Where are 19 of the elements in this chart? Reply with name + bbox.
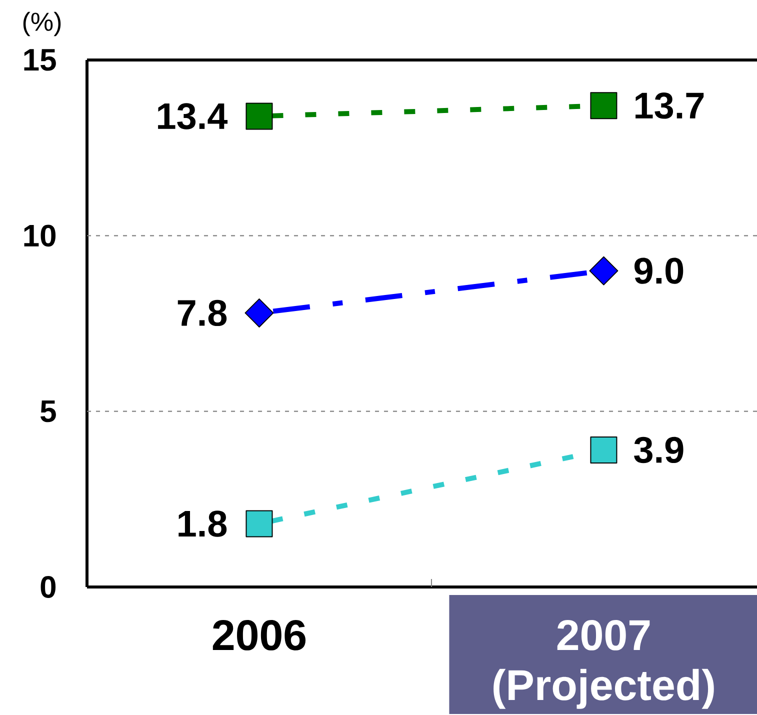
point <box>590 436 618 464</box>
data-label: 13.7 <box>636 92 704 119</box>
point <box>590 92 618 120</box>
y-tick-label: 15 <box>24 49 56 71</box>
point <box>246 102 273 130</box>
x-tick-label: 2006 <box>212 620 306 650</box>
data-label: 9.0 <box>634 258 684 284</box>
y-tick-label: 5 <box>40 400 56 422</box>
y-tick-label: 10 <box>24 224 56 247</box>
point <box>246 510 273 538</box>
point <box>589 256 618 286</box>
data-label: 13.4 <box>158 103 228 130</box>
data-label: 3.9 <box>634 436 684 464</box>
data-label: 7.8 <box>178 300 227 326</box>
y-tick-label: 0 <box>40 576 56 598</box>
y-axis-title: (%) <box>23 12 61 36</box>
point <box>244 298 274 328</box>
x-tick-label: 2007 (Projected) <box>494 620 714 709</box>
data-label: 1.8 <box>178 510 227 537</box>
